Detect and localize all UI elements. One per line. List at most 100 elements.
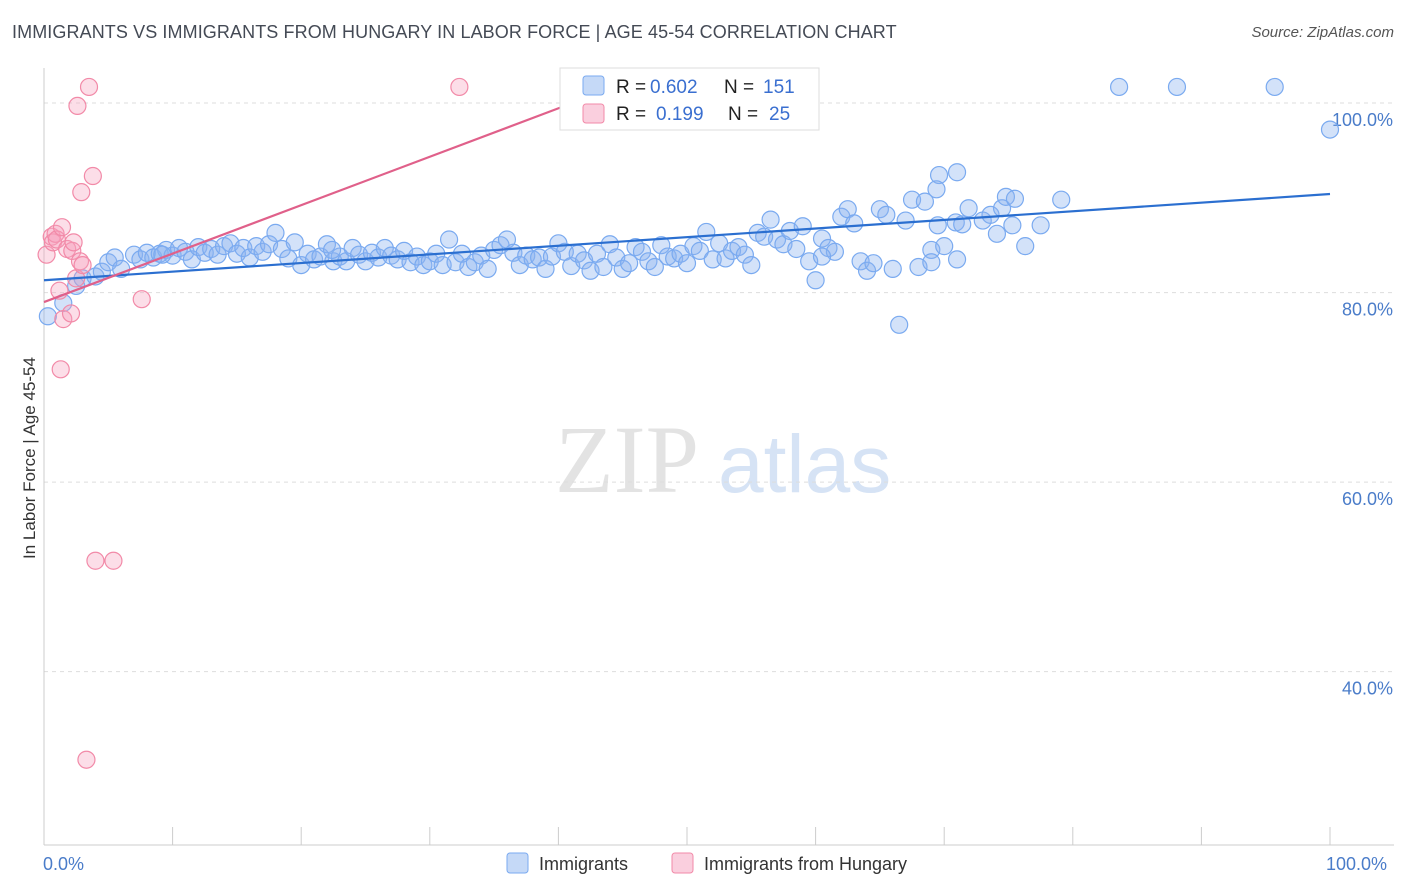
immigrants-point xyxy=(947,250,967,269)
immigrants-points xyxy=(38,77,1340,334)
y-tick-label-0: 100.0% xyxy=(1332,110,1393,130)
immigrants-point xyxy=(812,229,832,248)
legend-n-value-hungary: 25 xyxy=(769,104,790,125)
immigrants-point xyxy=(735,245,754,264)
x-ticks xyxy=(43,827,1331,845)
stats-legend: R = 0.602 N = 151 R = 0.199 N = 25 xyxy=(559,67,820,131)
immigrants-point xyxy=(996,187,1016,206)
immigrants-point xyxy=(703,250,722,269)
immigrants-point xyxy=(806,271,825,290)
immigrants-point xyxy=(987,224,1007,243)
hungary-point xyxy=(73,255,92,275)
y-tick-labels: 100.0% 80.0% 60.0% 40.0% xyxy=(1332,110,1393,699)
y-tick-label-3: 40.0% xyxy=(1342,679,1393,699)
immigrants-point xyxy=(845,214,864,233)
hungary-point xyxy=(61,304,81,323)
immigrants-point xyxy=(1265,77,1284,97)
immigrants-point xyxy=(530,248,549,267)
immigrants-point xyxy=(343,238,362,258)
hungary-points xyxy=(37,77,469,769)
immigrants-point xyxy=(1016,237,1035,256)
axes xyxy=(43,68,1394,846)
hungary-point xyxy=(79,77,99,97)
immigrants-point xyxy=(947,163,967,182)
legend-n-label-immigrants: N = xyxy=(724,77,754,98)
legend-swatch-immigrants xyxy=(582,75,605,96)
immigrants-point xyxy=(922,253,941,272)
x-tick-label-min: 0.0% xyxy=(43,854,84,874)
legend-r-value-hungary: 0.199 xyxy=(656,104,704,125)
immigrants-point xyxy=(883,259,902,278)
y-axis-label: In Labor Force | Age 45-54 xyxy=(20,357,39,559)
immigrants-point xyxy=(1005,189,1025,208)
immigrants-point xyxy=(812,247,832,266)
immigrants-point xyxy=(729,237,748,257)
immigrants-point xyxy=(322,240,342,260)
immigrants-point xyxy=(927,180,946,199)
immigrants-point xyxy=(890,315,909,334)
hungary-trend-line xyxy=(43,104,566,304)
immigrants-point xyxy=(620,254,639,273)
hungary-point xyxy=(77,750,96,769)
immigrants-point xyxy=(285,233,304,252)
immigrants-point xyxy=(935,237,954,256)
immigrants-point xyxy=(677,254,697,273)
hungary-point xyxy=(52,218,72,237)
immigrants-point xyxy=(439,230,459,249)
series-legend: Immigrants Immigrants from Hungary xyxy=(506,852,907,874)
hungary-point xyxy=(83,166,102,186)
hungary-point xyxy=(132,290,151,309)
immigrants-point xyxy=(523,250,542,269)
chart-title: IMMIGRANTS VS IMMIGRANTS FROM HUNGARY IN… xyxy=(12,22,897,42)
immigrants-point xyxy=(742,255,761,275)
hungary-point xyxy=(104,551,123,570)
immigrants-point xyxy=(1052,190,1071,209)
hungary-point xyxy=(46,224,65,243)
immigrants-point xyxy=(38,307,57,326)
immigrants-trend-line xyxy=(43,192,1331,282)
immigrants-point xyxy=(1167,77,1187,97)
immigrants-point xyxy=(787,239,806,259)
series-legend-swatch-immigrants xyxy=(506,852,529,874)
series-legend-swatch-hungary xyxy=(671,852,694,874)
source-label: Source: ZipAtlas.com xyxy=(1251,24,1394,41)
immigrants-point xyxy=(929,165,949,185)
immigrants-point xyxy=(1109,77,1129,97)
immigrants-point xyxy=(266,223,285,242)
hungary-point xyxy=(72,183,91,202)
immigrants-point xyxy=(915,192,935,211)
immigrants-point xyxy=(317,235,337,254)
watermark-zip: ZIP xyxy=(555,406,699,513)
immigrants-point xyxy=(864,254,883,273)
y-tick-label-2: 60.0% xyxy=(1342,489,1393,509)
legend-swatch-hungary xyxy=(582,103,605,124)
legend-r-label-immigrants: R = xyxy=(616,77,646,98)
hungary-point xyxy=(450,77,469,97)
immigrants-point xyxy=(981,205,1000,224)
immigrants-point xyxy=(652,236,671,255)
hungary-point xyxy=(51,360,70,379)
immigrants-point xyxy=(959,199,978,218)
immigrants-point xyxy=(1320,120,1340,139)
legend-r-label-hungary: R = xyxy=(616,104,646,125)
legend-r-value-immigrants: 0.602 xyxy=(650,77,698,98)
immigrants-point xyxy=(896,211,915,230)
series-legend-label-hungary: Immigrants from Hungary xyxy=(704,854,907,874)
hungary-point xyxy=(68,96,87,116)
immigrants-point xyxy=(690,241,709,260)
immigrants-point xyxy=(105,248,124,267)
immigrants-point xyxy=(877,205,896,224)
immigrants-point xyxy=(953,215,972,234)
immigrants-point xyxy=(761,210,780,229)
y-tick-label-1: 80.0% xyxy=(1342,300,1393,320)
immigrants-point xyxy=(594,257,613,277)
x-tick-label-max: 100.0% xyxy=(1326,854,1387,874)
immigrants-point xyxy=(857,261,877,280)
legend-n-value-immigrants: 151 xyxy=(763,77,795,98)
immigrants-point xyxy=(253,242,272,261)
immigrants-point xyxy=(1003,216,1022,235)
hungary-point xyxy=(86,551,105,570)
immigrants-point xyxy=(1031,216,1050,235)
legend-n-label-hungary: N = xyxy=(728,104,758,125)
